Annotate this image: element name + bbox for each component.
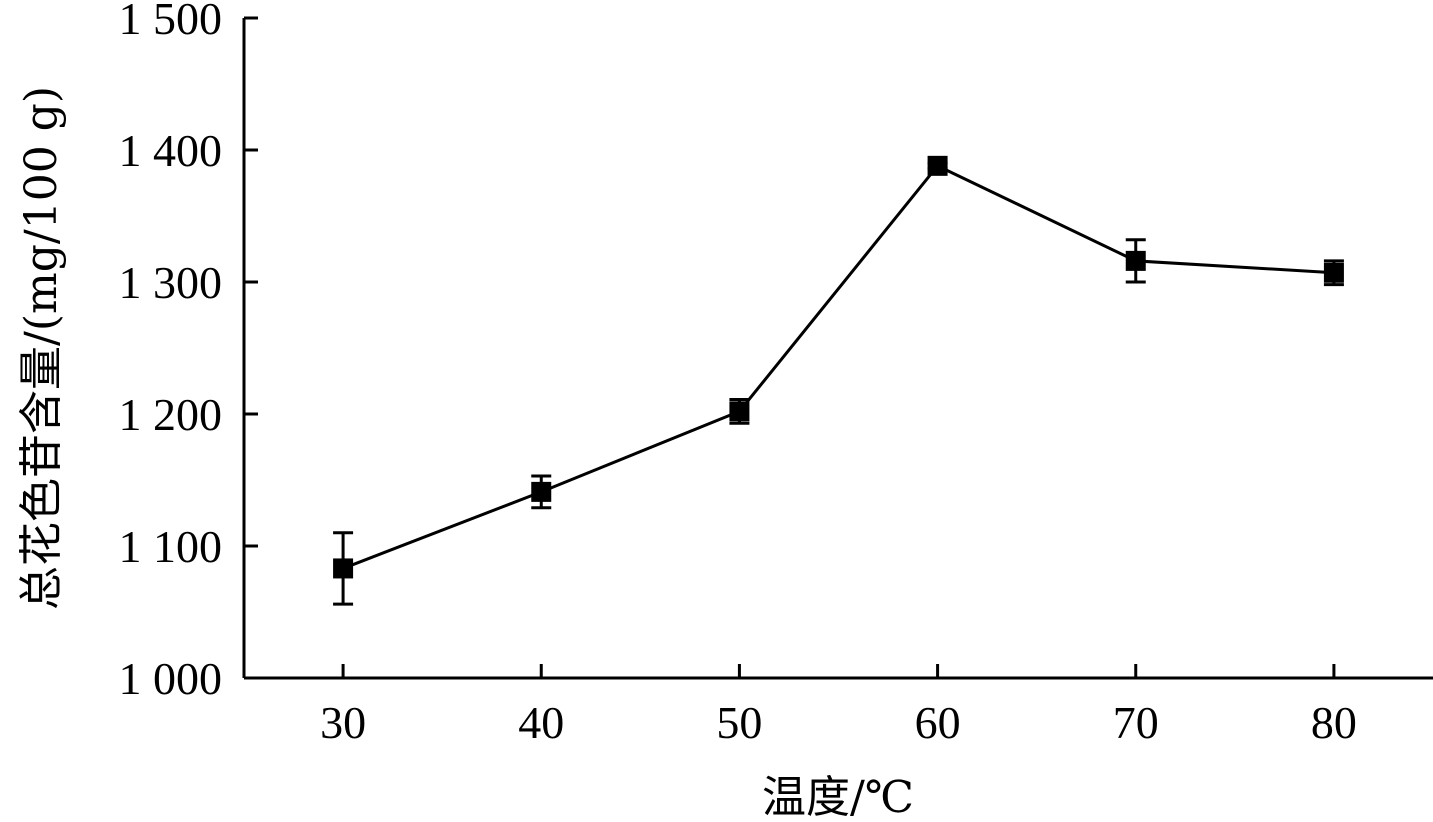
y-tick-label: 1 100 bbox=[119, 521, 223, 572]
x-tick-label: 60 bbox=[915, 697, 961, 748]
x-ticks: 30 40 50 60 70 80 bbox=[320, 664, 1357, 748]
y-ticks: 1 000 1 100 1 200 1 300 1 400 1 500 bbox=[119, 0, 258, 704]
data-point-marker bbox=[927, 155, 948, 176]
axes bbox=[242, 18, 1433, 680]
y-tick-label: 1 000 bbox=[119, 653, 223, 704]
y-tick-label: 1 200 bbox=[119, 389, 223, 440]
y-axis-title: 总花色苷含量/(mg/100 g) bbox=[16, 86, 67, 610]
x-tick-label: 70 bbox=[1113, 697, 1159, 748]
y-tick-label: 1 500 bbox=[119, 0, 223, 44]
x-tick-label: 30 bbox=[320, 697, 366, 748]
data-point-marker bbox=[531, 481, 552, 502]
x-tick-label: 40 bbox=[518, 697, 564, 748]
data-point-marker bbox=[1323, 262, 1344, 283]
data-point-marker bbox=[333, 558, 354, 579]
x-tick-label: 50 bbox=[716, 697, 762, 748]
y-tick-label: 1 400 bbox=[119, 125, 223, 176]
data-point-marker bbox=[1125, 250, 1146, 271]
y-tick-label: 1 300 bbox=[119, 257, 223, 308]
plot-area bbox=[333, 155, 1344, 606]
data-point-marker bbox=[729, 401, 750, 422]
series-line bbox=[342, 163, 1335, 570]
x-axis-title: 温度/℃ bbox=[762, 772, 914, 822]
x-tick-label: 80 bbox=[1311, 697, 1357, 748]
